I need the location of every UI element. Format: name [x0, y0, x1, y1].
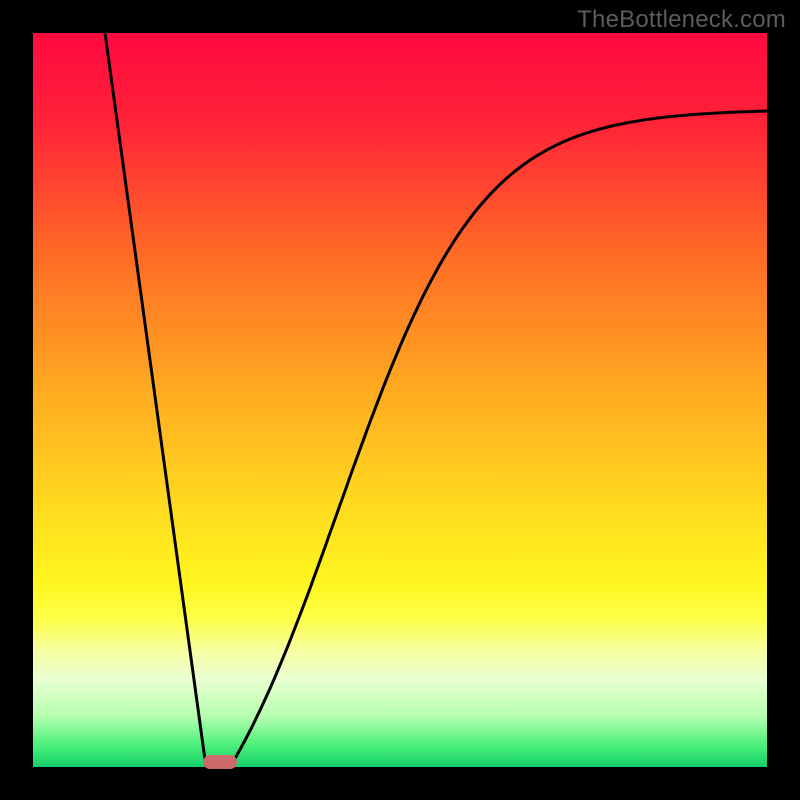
chart-frame: TheBottleneck.com — [0, 0, 800, 800]
curve-path — [105, 33, 767, 767]
bottleneck-curve — [33, 33, 767, 767]
optimum-marker — [203, 755, 237, 769]
plot-area — [33, 33, 767, 767]
watermark-source: TheBottleneck.com — [577, 6, 786, 34]
